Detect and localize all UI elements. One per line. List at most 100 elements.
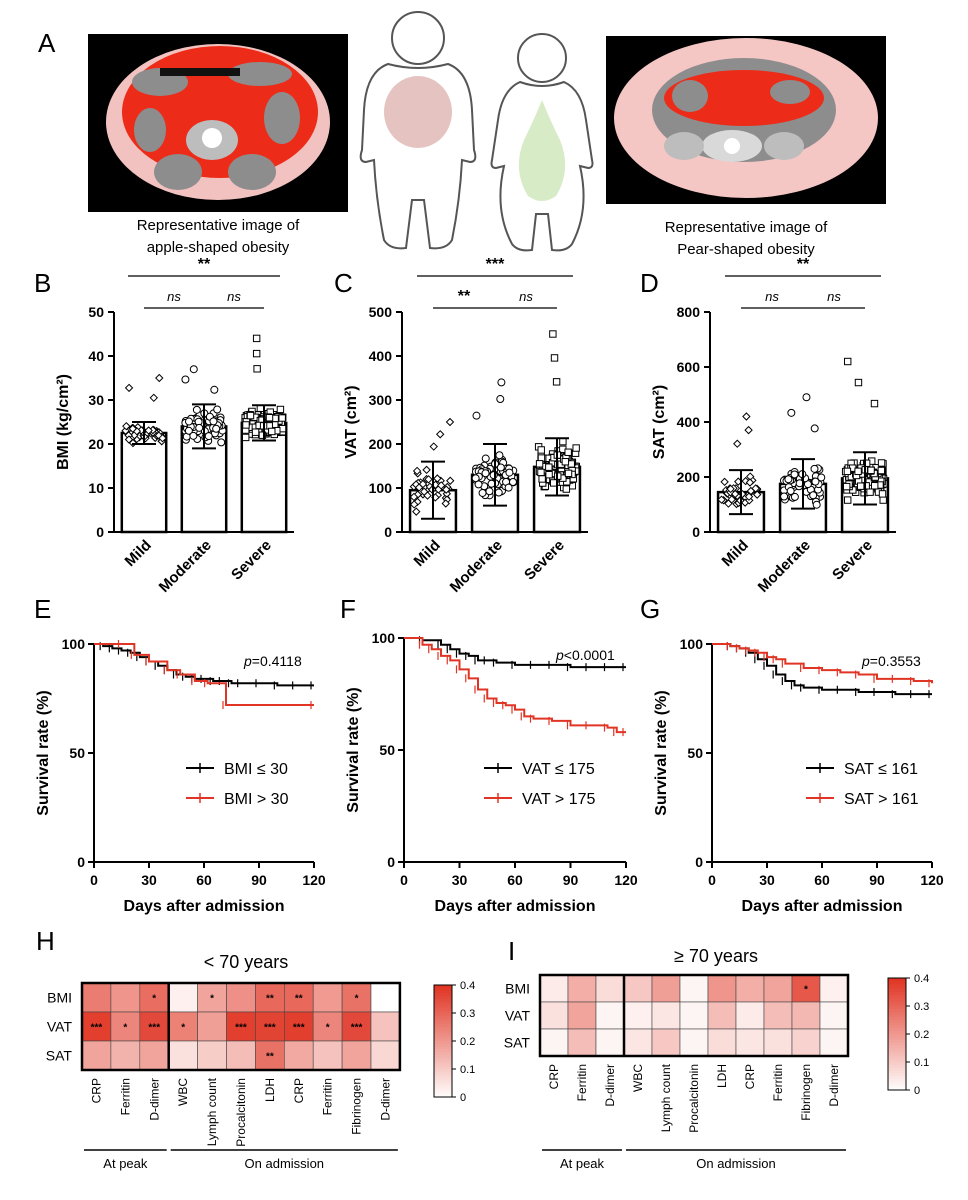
data-point xyxy=(854,378,863,387)
colorbar-label: 0.2 xyxy=(914,1029,929,1041)
caption-apple-line2: apple-shaped obesity xyxy=(147,239,290,256)
significance-star: *** xyxy=(293,1023,305,1034)
y-axis-title: Survival rate (%) xyxy=(653,690,670,815)
column-label: Ferritin xyxy=(321,1078,335,1115)
data-point xyxy=(787,408,796,417)
data-point xyxy=(195,423,204,432)
heatmap-cell xyxy=(283,982,314,1013)
data-point xyxy=(549,479,558,487)
colorbar-step xyxy=(888,1034,906,1038)
survival-chart-vat: 0 50 100 0 30 60 90 120 Days after admission Surv… xyxy=(345,630,638,915)
colorbar-step xyxy=(888,1084,906,1088)
significance-label: ns xyxy=(167,289,181,304)
data-point xyxy=(809,491,818,500)
category-label: Severe xyxy=(829,537,876,584)
heatmap-cell xyxy=(197,1011,227,1042)
heatmap-cell xyxy=(283,1011,314,1042)
y-tick-label: 0 xyxy=(96,524,104,540)
data-point xyxy=(496,395,505,404)
group-label: At peak xyxy=(103,1156,148,1171)
colorbar-step xyxy=(434,1052,452,1056)
column-label: Ferritin xyxy=(575,1064,589,1101)
colorbar-step xyxy=(434,1085,452,1090)
colorbar-step xyxy=(434,1013,452,1017)
heatmap-cell xyxy=(595,1028,625,1057)
y-tick-label: 50 xyxy=(88,304,104,320)
p-symbol: p xyxy=(555,647,564,663)
colorbar-step xyxy=(434,1018,452,1022)
data-point xyxy=(878,490,887,498)
data-point xyxy=(844,357,852,366)
colorbar-step xyxy=(888,1067,906,1071)
y-tick-label: 0 xyxy=(692,524,700,540)
p-value-text: =0.3553 xyxy=(870,653,921,669)
data-point xyxy=(504,483,513,492)
data-point xyxy=(184,417,193,426)
y-axis-title: Survival rate (%) xyxy=(345,687,362,812)
heatmap-cell xyxy=(623,974,653,1003)
data-point xyxy=(436,481,446,490)
heatmap-cell xyxy=(791,974,821,1003)
data-point xyxy=(442,485,451,494)
y-tick-label: 200 xyxy=(369,436,393,452)
data-point xyxy=(726,484,735,494)
data-point xyxy=(720,477,729,487)
data-point xyxy=(561,458,570,466)
panel-letter-h: H xyxy=(36,926,55,956)
data-point xyxy=(124,383,134,393)
colorbar-step xyxy=(888,1062,906,1066)
data-point xyxy=(144,426,153,435)
heatmap-cell xyxy=(679,1028,709,1057)
p-symbol: p xyxy=(243,653,252,669)
significance-star: * xyxy=(210,994,214,1005)
colorbar-label: 0 xyxy=(460,1092,466,1104)
heatmap-cell xyxy=(623,1001,653,1030)
colorbar-step xyxy=(434,1021,452,1025)
colorbar-step xyxy=(434,1091,452,1095)
data-point xyxy=(790,470,799,479)
p-value-text: =0.4118 xyxy=(252,653,302,669)
heatmap-cell xyxy=(81,1011,112,1042)
significance-label: *** xyxy=(486,256,505,273)
colorbar-step xyxy=(434,1083,452,1087)
data-point xyxy=(212,424,221,433)
heatmap-cell xyxy=(679,1001,709,1030)
data-point xyxy=(278,414,286,422)
data-point xyxy=(497,378,506,387)
x-axis-title: Days after admission xyxy=(124,898,285,915)
heatmap-cell xyxy=(651,1028,681,1057)
colorbar-step xyxy=(888,1000,906,1004)
y-tick-label: 0 xyxy=(384,524,392,540)
significance-label: ** xyxy=(458,288,471,305)
column-label: Lymph count xyxy=(659,1063,673,1132)
data-point xyxy=(877,459,886,467)
y-tick-label: 40 xyxy=(88,348,104,364)
data-point xyxy=(414,483,424,492)
colorbar-step xyxy=(434,1004,452,1008)
heatmap-cell xyxy=(255,1040,285,1071)
heatmap-border xyxy=(538,973,850,1058)
data-point xyxy=(550,354,559,362)
y-tick-label: 300 xyxy=(369,392,393,408)
colorbar-label: 0.4 xyxy=(460,980,475,992)
heatmap-cell xyxy=(370,982,401,1013)
colorbar-step xyxy=(434,1071,452,1076)
data-point xyxy=(811,477,820,486)
colorbar-step xyxy=(434,1094,452,1098)
p-value: p=0.3553 xyxy=(861,653,921,669)
data-point xyxy=(149,393,159,403)
colorbar-label: 0.2 xyxy=(460,1036,475,1048)
y-tick-label: 600 xyxy=(677,359,701,375)
data-point xyxy=(265,414,274,422)
column-label: Ferritin xyxy=(118,1078,132,1115)
category-label: Moderate xyxy=(755,537,814,596)
heatmap-cell xyxy=(595,1001,625,1030)
data-point xyxy=(485,487,494,496)
data-point xyxy=(204,432,213,441)
data-point xyxy=(870,482,879,490)
colorbar-label: 0.3 xyxy=(460,1008,475,1020)
y-tick-label: 800 xyxy=(677,304,701,320)
data-point xyxy=(412,507,421,516)
heatmap-cell xyxy=(110,1011,141,1042)
data-point xyxy=(471,474,480,483)
